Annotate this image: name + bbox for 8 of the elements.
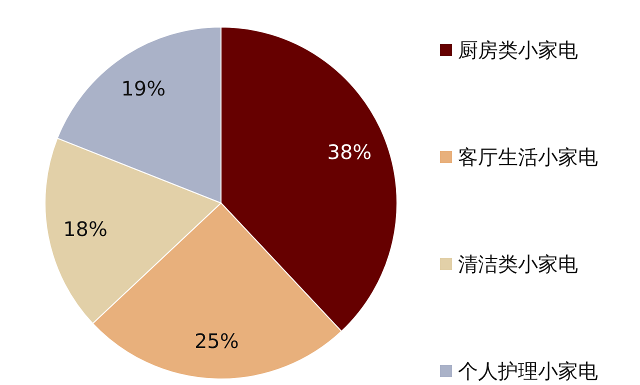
- data-label: 25%: [194, 329, 239, 354]
- legend-label: 个人护理小家电: [458, 359, 598, 383]
- legend-label: 厨房类小家电: [458, 38, 578, 62]
- legend-label: 清洁类小家电: [458, 252, 578, 276]
- legend-label: 客厅生活小家电: [458, 145, 598, 169]
- data-label: 19%: [121, 76, 166, 101]
- data-label: 18%: [63, 216, 108, 241]
- data-label: 38%: [327, 140, 372, 164]
